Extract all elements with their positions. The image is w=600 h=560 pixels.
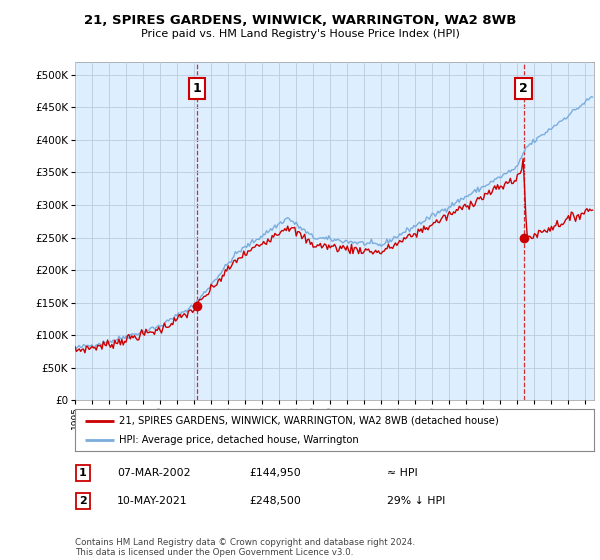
Text: HPI: Average price, detached house, Warrington: HPI: Average price, detached house, Warr… xyxy=(119,435,359,445)
Text: ≈ HPI: ≈ HPI xyxy=(387,468,418,478)
Text: £248,500: £248,500 xyxy=(249,496,301,506)
Text: 29% ↓ HPI: 29% ↓ HPI xyxy=(387,496,445,506)
Text: Contains HM Land Registry data © Crown copyright and database right 2024.
This d: Contains HM Land Registry data © Crown c… xyxy=(75,538,415,557)
Text: 2: 2 xyxy=(79,496,86,506)
Text: 1: 1 xyxy=(193,82,202,95)
Text: Price paid vs. HM Land Registry's House Price Index (HPI): Price paid vs. HM Land Registry's House … xyxy=(140,29,460,39)
Text: 07-MAR-2002: 07-MAR-2002 xyxy=(117,468,191,478)
Text: 2: 2 xyxy=(519,82,528,95)
Text: 10-MAY-2021: 10-MAY-2021 xyxy=(117,496,188,506)
Text: 21, SPIRES GARDENS, WINWICK, WARRINGTON, WA2 8WB (detached house): 21, SPIRES GARDENS, WINWICK, WARRINGTON,… xyxy=(119,416,499,426)
Text: 21, SPIRES GARDENS, WINWICK, WARRINGTON, WA2 8WB: 21, SPIRES GARDENS, WINWICK, WARRINGTON,… xyxy=(84,14,516,27)
Text: 1: 1 xyxy=(79,468,86,478)
Text: £144,950: £144,950 xyxy=(249,468,301,478)
